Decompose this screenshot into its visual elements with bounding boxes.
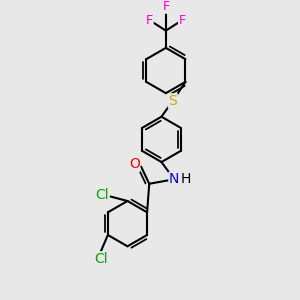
Text: O: O <box>129 157 140 171</box>
Text: Cl: Cl <box>94 252 108 266</box>
Text: F: F <box>178 14 186 27</box>
Text: Cl: Cl <box>95 188 109 202</box>
Text: N: N <box>169 172 179 186</box>
Text: S: S <box>168 94 177 108</box>
Text: F: F <box>146 14 153 27</box>
Text: F: F <box>162 0 169 13</box>
Text: H: H <box>180 172 191 186</box>
